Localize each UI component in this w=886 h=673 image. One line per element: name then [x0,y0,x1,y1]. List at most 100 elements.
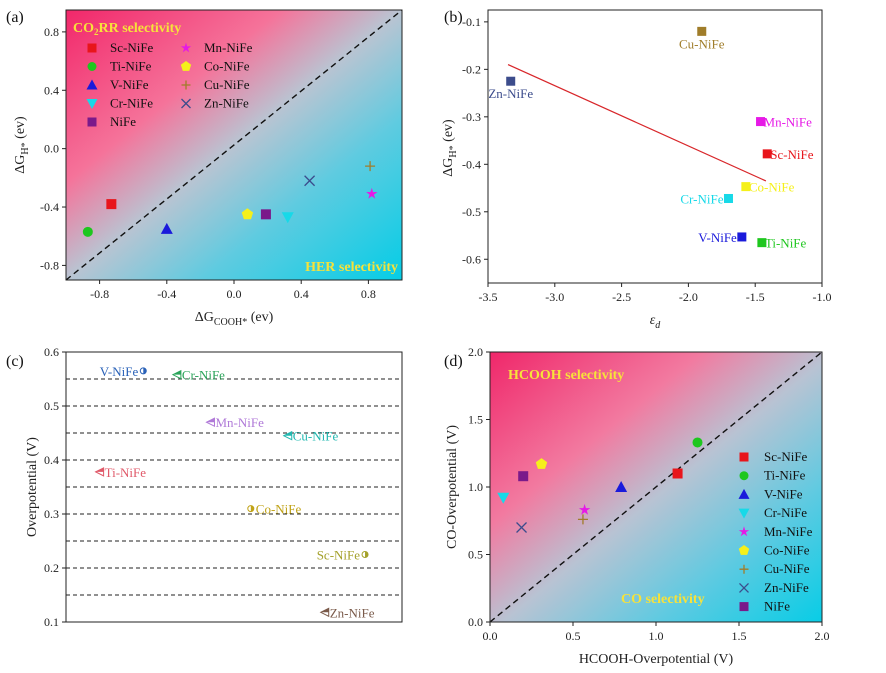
legend-marker [739,564,749,574]
y-tick-label: 1.0 [468,480,483,494]
x-tick-label: -1.5 [746,290,765,304]
linear-fit-line [507,64,767,182]
point-sc-nife [361,551,369,558]
point-label: Cu-NiFe [293,429,339,444]
x-tick-label: 0.0 [227,287,242,301]
y-axis-label: CO-Overpotential (V) [445,425,460,549]
legend-label: Zn-NiFe [204,96,249,111]
legend-marker [86,79,98,90]
x-tick-label: 0.5 [566,629,581,643]
y-tick-label: 0.5 [468,548,483,562]
legend-marker [87,62,97,71]
y-tick-label: 0.4 [44,453,59,467]
point-zn-nife [304,175,316,187]
x-tick-label: -2.5 [612,290,631,304]
x-tick-label: -3.5 [479,290,498,304]
y-tick-label: 0.5 [44,399,59,413]
legend-label: Ti-NiFe [764,468,806,483]
plot-frame [487,9,823,284]
legend-label: Cr-NiFe [764,505,807,520]
point-co-nife [241,208,254,220]
point-cr-nife [497,492,510,504]
y-tick-label: -0.2 [462,62,481,76]
point-label: Cr-NiFe [182,368,225,383]
region-label-her: HER selectivity [305,260,398,275]
point-co-nife [741,182,751,192]
point-mn-nife [578,503,591,515]
point-cr-nife [171,369,182,380]
point-label: Zn-NiFe [488,86,533,101]
legend-label: Sc-NiFe [764,449,808,464]
x-tick-label: 0.0 [483,629,498,643]
legend-marker [738,545,750,555]
point-label: Ti-NiFe [765,236,807,251]
legend-label: Cu-NiFe [204,77,250,92]
legend-label: V-NiFe [110,77,149,92]
point-cu-nife [282,430,293,441]
y-tick-label: -0.5 [462,205,481,219]
point-label: Co-NiFe [256,502,302,517]
y-tick-label: 0.8 [44,25,59,39]
point-label: Mn-NiFe [764,115,813,130]
legend-marker [181,80,191,90]
point-zn-nife [516,522,527,533]
point-v-nife [615,481,628,492]
y-axis-label: ΔGH* (ev) [13,116,31,174]
x-tick-label: 1.5 [732,629,747,643]
point-sc-nife [672,468,683,479]
point-v-nife [737,232,747,242]
legend-label: Mn-NiFe [764,524,813,539]
diagonal-dashed-line [489,351,823,623]
legend-label: Co-NiFe [764,543,810,558]
legend-marker [738,508,750,519]
legend-label: Cr-NiFe [110,96,153,111]
point-cu-nife [365,161,376,172]
x-tick-label: -0.8 [90,287,109,301]
legend-label: Mn-NiFe [204,40,253,55]
point-ti-nife [692,437,703,448]
y-axis-label: Overpotential (V) [25,437,40,537]
legend-marker [87,43,97,53]
y-tick-label: -0.3 [462,110,481,124]
point-cu-nife [697,26,707,36]
legend-label: NiFe [110,114,136,129]
y-tick-label: 1.5 [468,413,483,427]
point-sc-nife [762,149,772,159]
point-cr-nife [723,193,733,203]
point-ti-nife [94,467,105,477]
y-tick-label: -0.4 [462,157,481,171]
legend-marker [739,582,749,593]
point-label: Sc-NiFe [770,147,814,162]
point-label: V-NiFe [698,230,737,245]
legend-marker [180,61,192,71]
point-mn-nife [756,117,766,127]
x-axis-label: εd [650,313,662,331]
x-tick-label: 0.8 [361,287,376,301]
point-v-nife [160,222,173,234]
point-label: Cu-NiFe [679,36,725,51]
y-tick-label: 0.3 [44,507,59,521]
legend-label: Co-NiFe [204,59,250,74]
panel-c: 0.1 0.2 0.3 0.4 0.5 0.6 V-NiFe Cr-NiFe Mn-NiFe Cu… [25,345,403,629]
y-tick-label: 2.0 [468,345,483,359]
point-label: Cr-NiFe [680,191,723,206]
legend-label: Ti-NiFe [110,59,152,74]
x-tick-label: 1.0 [649,629,664,643]
y-tick-label: -0.4 [40,200,59,214]
legend-marker [739,471,749,481]
panel-label-a: (a) [6,9,24,26]
x-tick-label: 2.0 [815,629,830,643]
legend-marker [739,452,749,462]
y-tick-label: -0.1 [462,15,481,29]
diagonal-dashed-line [65,9,403,281]
point-mn-nife [366,187,378,199]
x-axis-label: ΔGCOOH* (ev) [195,310,274,328]
point-cu-nife [577,514,588,525]
panel-b: -0.6 -0.5 -0.4 -0.3 -0.2 -0.1 -3.5 -3.0 -2.5 -2.0… [441,9,832,331]
x-tick-label: -0.4 [157,287,176,301]
legend-label: NiFe [764,599,790,614]
point-sc-nife [106,199,117,210]
point-label: V-NiFe [100,364,139,379]
y-tick-label: -0.8 [40,258,59,272]
